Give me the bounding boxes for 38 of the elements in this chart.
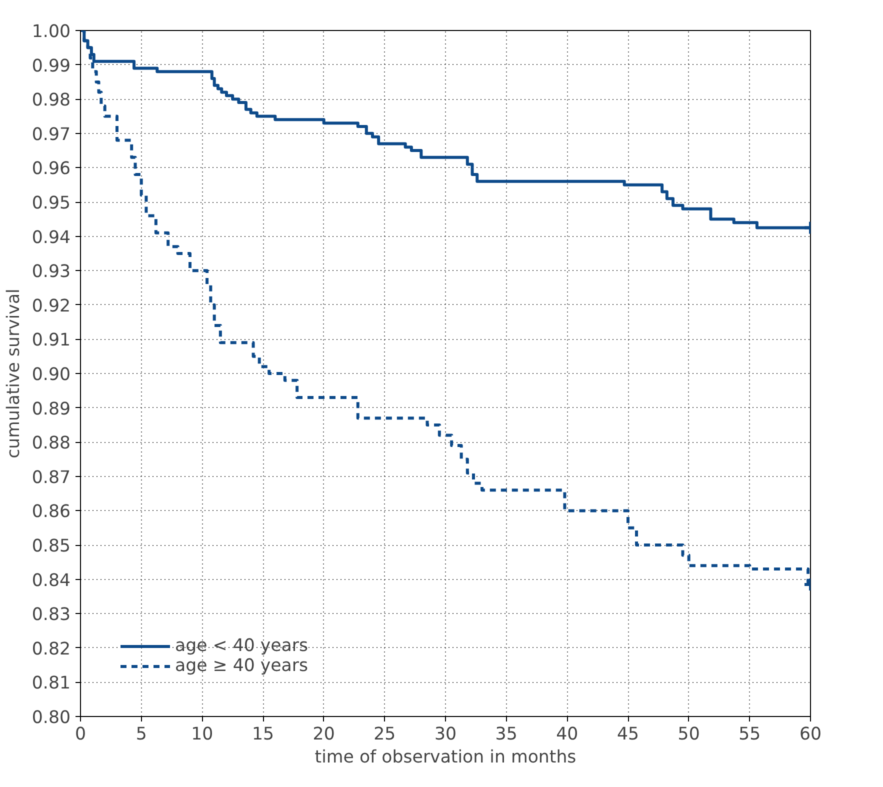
x-tick-label: 25 bbox=[374, 724, 396, 744]
y-tick-label: 0.85 bbox=[32, 536, 71, 556]
x-tick-label: 35 bbox=[495, 724, 518, 744]
x-tick-label: 60 bbox=[799, 724, 822, 744]
x-tick-label: 55 bbox=[738, 724, 761, 744]
y-tick-label: 0.99 bbox=[32, 56, 71, 76]
y-tick-label: 0.88 bbox=[32, 434, 71, 454]
y-tick-label: 0.95 bbox=[32, 194, 71, 214]
y-tick-label: 1.00 bbox=[32, 22, 71, 42]
y-tick-label: 0.91 bbox=[32, 330, 71, 351]
y-tick-label: 0.83 bbox=[32, 605, 71, 626]
y-tick-label: 0.87 bbox=[32, 468, 71, 488]
y-tick-label: 0.98 bbox=[32, 90, 71, 111]
legend-label: age < 40 years bbox=[175, 636, 308, 656]
y-tick-label: 0.81 bbox=[32, 674, 71, 694]
y-tick-label: 0.86 bbox=[32, 502, 71, 522]
x-tick-label: 5 bbox=[136, 724, 147, 744]
x-tick-label: 0 bbox=[74, 724, 86, 744]
legend-label: age ≥ 40 years bbox=[175, 656, 308, 676]
x-tick-label: 45 bbox=[616, 724, 640, 744]
y-tick-label: 0.84 bbox=[32, 570, 71, 591]
y-tick-label: 0.96 bbox=[32, 159, 71, 180]
y-tick-label: 0.93 bbox=[32, 262, 71, 282]
x-axis-title: time of observation in months bbox=[314, 748, 576, 768]
x-tick-label: 20 bbox=[312, 724, 335, 744]
y-tick-label: 0.94 bbox=[32, 228, 71, 248]
x-tick-label: 50 bbox=[678, 724, 700, 744]
y-tick-label: 0.80 bbox=[32, 708, 71, 728]
x-tick-label: 30 bbox=[434, 724, 457, 744]
y-tick-label: 0.97 bbox=[32, 124, 71, 145]
y-tick-label: 0.82 bbox=[32, 639, 71, 660]
y-tick-label: 0.89 bbox=[32, 399, 71, 420]
x-tick-label: 40 bbox=[556, 724, 578, 744]
y-axis-title: cumulative survival bbox=[4, 288, 24, 458]
y-tick-label: 0.90 bbox=[32, 365, 71, 385]
x-tick-label: 10 bbox=[191, 724, 214, 744]
y-tick-label: 0.92 bbox=[32, 296, 71, 316]
x-tick-label: 15 bbox=[252, 724, 274, 744]
